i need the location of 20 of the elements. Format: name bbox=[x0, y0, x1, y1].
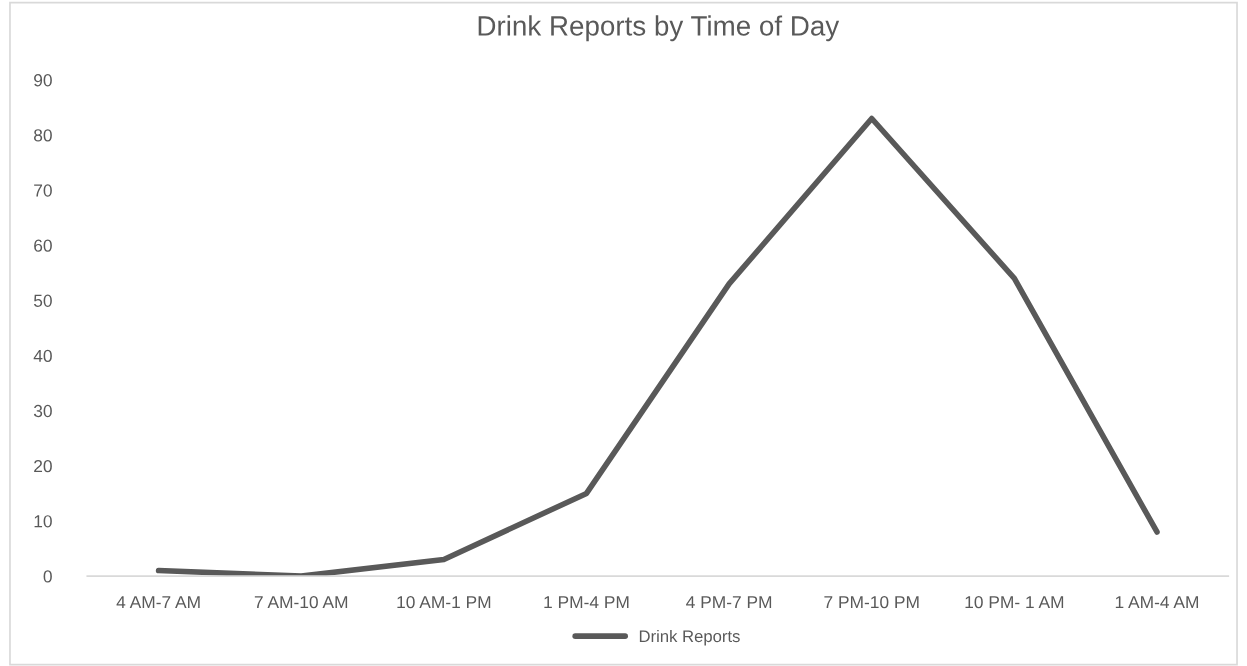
y-tick-label: 10 bbox=[34, 515, 52, 528]
x-tick-label: 7 PM-10 PM bbox=[824, 595, 919, 609]
x-tick-label: 10 PM- 1 AM bbox=[965, 595, 1064, 609]
y-tick-label: 70 bbox=[34, 184, 52, 197]
x-tick-label: 4 PM-7 PM bbox=[686, 596, 772, 609]
legend-label: Drink Reports bbox=[639, 629, 740, 646]
y-tick-label: 80 bbox=[34, 129, 52, 142]
x-tick-label: 7 AM-10 AM bbox=[254, 595, 348, 609]
y-tick-label: 30 bbox=[33, 404, 52, 418]
y-tick-label: 0 bbox=[43, 570, 52, 583]
y-tick-label: 40 bbox=[33, 349, 52, 363]
x-tick-label: 10 AM-1 PM bbox=[397, 595, 491, 609]
chart-title: Drink Reports by Time of Day bbox=[478, 15, 840, 42]
y-tick-label: 90 bbox=[34, 74, 52, 87]
y-tick-label: 20 bbox=[34, 460, 52, 473]
y-tick-label: 60 bbox=[34, 239, 52, 252]
x-tick-label: 1 PM-4 PM bbox=[544, 596, 629, 609]
y-tick-label: 50 bbox=[33, 294, 52, 307]
x-tick-label: 1 AM-4 AM bbox=[1115, 596, 1199, 609]
x-tick-label: 4 AM-7 AM bbox=[116, 596, 200, 609]
